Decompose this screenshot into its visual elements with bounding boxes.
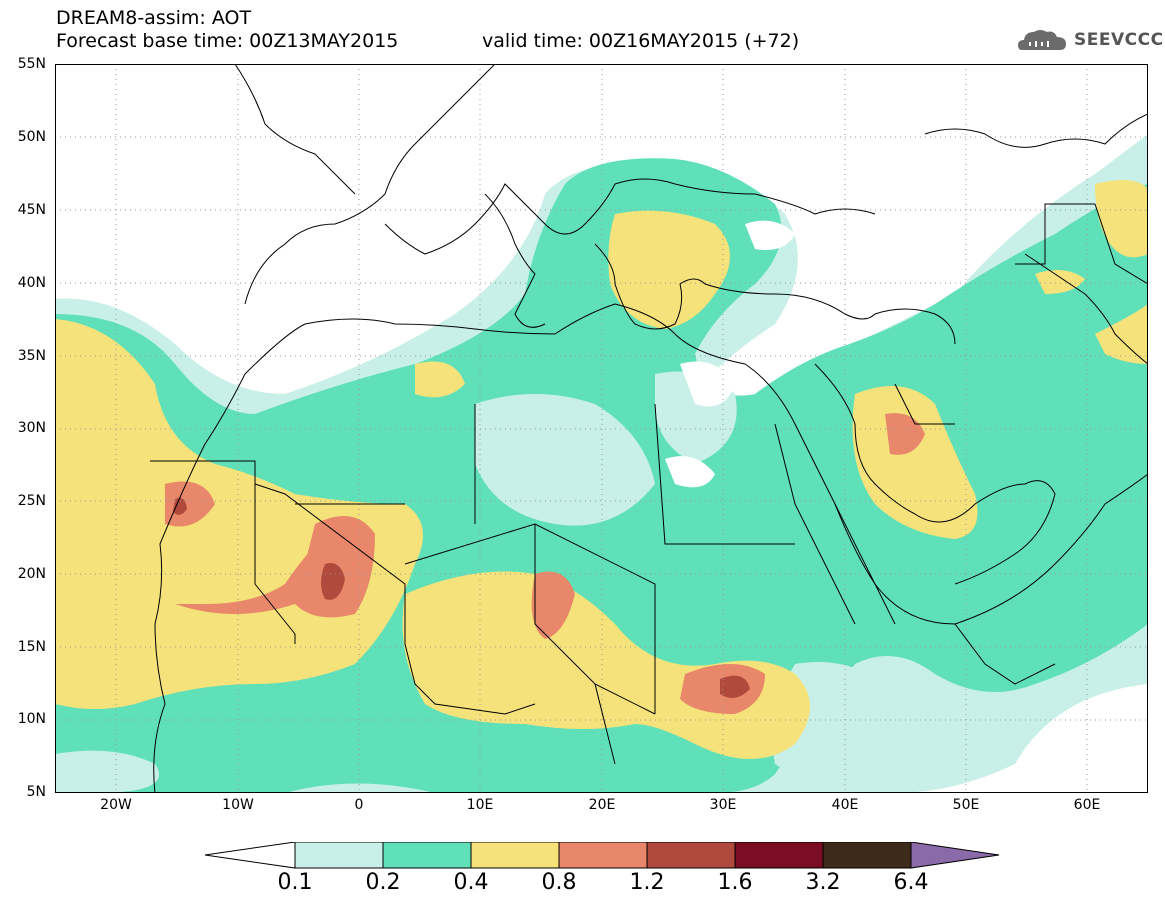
colorbar-swatch-0.8 [558,842,648,869]
logo-text: SEEVCCC [1074,30,1164,50]
lon-label: 10E [466,797,494,813]
lon-label: 10W [222,797,254,813]
lon-label: 60E [1073,797,1101,813]
lat-label: 5N [26,784,46,800]
seevccc-logo: SEEVCCC [1016,24,1163,58]
cloud-icon [1018,30,1066,50]
forecast-base-time: Forecast base time: 00Z13MAY2015 [56,30,399,52]
aot-light-holes [55,371,902,793]
aot-map [55,64,1148,793]
colorbar-swatch-0.4 [470,842,560,869]
colorbar-swatch-0.2 [382,842,472,869]
lon-label: 20W [100,797,132,813]
colorbar-swatch-1.6 [734,842,824,869]
country-borders [150,203,1148,765]
colorbar-label: 1.2 [629,870,665,895]
colorbar-label: 0.2 [365,870,401,895]
lat-label: 10N [17,711,46,727]
aot-shade-1.2 [173,497,750,698]
lat-label: 15N [17,639,46,655]
lat-label: 55N [17,56,46,72]
lon-label: 40E [831,797,859,813]
aot-clear [665,220,795,488]
lat-label: 35N [17,348,46,364]
lat-label: 25N [17,493,46,509]
lat-label: 20N [17,566,46,582]
lon-label: 30E [709,797,737,813]
colorbar-label: 0.8 [541,870,577,895]
graticule [55,64,1148,793]
lon-label: 20E [588,797,616,813]
coastlines [153,64,1148,793]
colorbar-label: 0.1 [277,870,313,895]
valid-time: valid time: 00Z16MAY2015 (+72) [482,30,800,52]
colorbar-lower-arrow [205,842,296,869]
lat-label: 45N [17,202,46,218]
colorbar-label: 1.6 [717,870,753,895]
map-title: DREAM8-assim: AOT [56,7,252,29]
lat-label: 30N [17,420,46,436]
colorbar-label: 3.2 [805,870,841,895]
colorbar [205,842,1000,869]
colorbar-swatch-0.1 [294,842,384,869]
colorbar-label: 0.4 [453,870,489,895]
lat-label: 50N [17,129,46,145]
colorbar-swatch-3.2 [822,842,912,869]
colorbar-label: 6.4 [893,870,929,895]
lon-label: 0 [354,797,364,813]
lat-label: 40N [17,275,46,291]
lon-label: 50E [952,797,980,813]
colorbar-swatch-1.2 [646,842,736,869]
colorbar-upper-arrow [910,842,1000,869]
